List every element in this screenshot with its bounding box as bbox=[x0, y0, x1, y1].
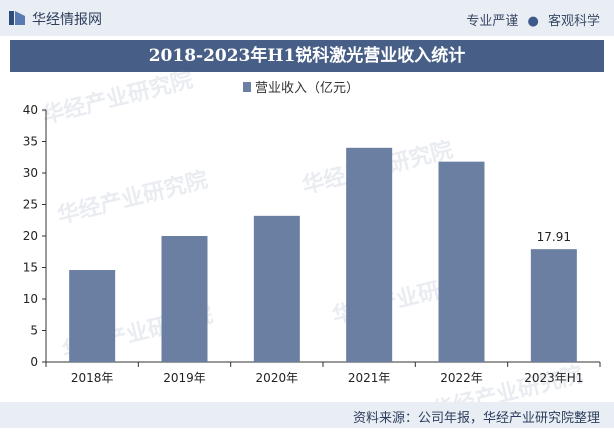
bar bbox=[253, 215, 300, 362]
x-tick-label: 2020年 bbox=[256, 371, 299, 385]
x-tick-label: 2021年 bbox=[348, 371, 391, 385]
slogan-dot-icon: ● bbox=[527, 14, 539, 29]
x-tick-label: 2023年H1 bbox=[524, 371, 583, 385]
header-bar: 华经情报网 专业严谨 ● 客观科学 bbox=[0, 0, 614, 36]
y-tick-label: 30 bbox=[23, 166, 38, 180]
legend-swatch bbox=[243, 82, 251, 92]
y-tick-label: 40 bbox=[23, 103, 38, 117]
slogan-right: 客观科学 bbox=[547, 14, 600, 29]
x-tick-label: 2018年 bbox=[71, 371, 114, 385]
x-tick-label: 2019年 bbox=[163, 371, 206, 385]
brand-name: 华经情报网 bbox=[32, 12, 102, 28]
y-tick-label: 15 bbox=[23, 261, 38, 275]
y-tick-label: 35 bbox=[23, 135, 38, 149]
y-tick-label: 25 bbox=[23, 198, 38, 212]
bar bbox=[69, 270, 116, 362]
source-note: 资料来源：公司年报，华经产业研究院整理 bbox=[352, 411, 600, 426]
bar bbox=[530, 249, 577, 362]
bar-chart: 营业收入（亿元） 0 5 10 15 20 25 30 35 40 2018年 2019年 2020年 2… bbox=[23, 81, 601, 385]
y-tick-label: 0 bbox=[30, 355, 38, 369]
y-tick-label: 20 bbox=[23, 229, 38, 243]
legend-label: 营业收入（亿元） bbox=[255, 81, 359, 96]
bar bbox=[161, 236, 208, 362]
data-label: 17.91 bbox=[537, 230, 571, 244]
bar bbox=[438, 161, 485, 362]
slogan-left: 专业严谨 bbox=[466, 14, 519, 29]
x-tick-label: 2022年 bbox=[440, 371, 483, 385]
y-tick-label: 5 bbox=[30, 324, 38, 338]
slogan: 专业严谨 ● 客观科学 bbox=[466, 10, 600, 29]
bar bbox=[346, 147, 393, 362]
logo-bars-icon bbox=[9, 11, 25, 25]
chart-title: 2018-2023年H1锐科激光营业收入统计 bbox=[10, 40, 604, 72]
y-tick-label: 10 bbox=[23, 292, 38, 306]
source-band: 资料来源：公司年报，华经产业研究院整理 bbox=[0, 402, 614, 428]
